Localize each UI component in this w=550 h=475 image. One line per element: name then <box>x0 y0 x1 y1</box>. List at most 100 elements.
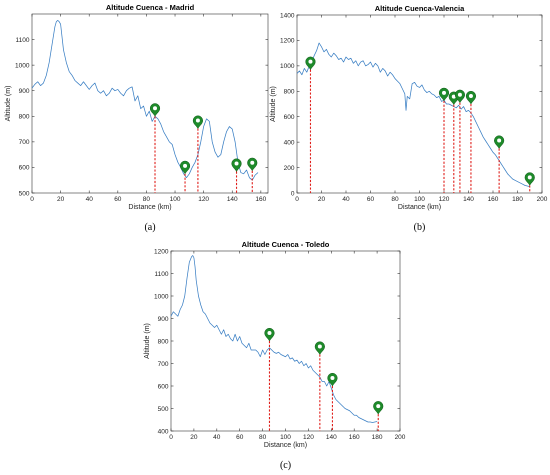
altitude-line <box>296 42 530 188</box>
pin-center-dot <box>330 376 335 380</box>
x-tick-label: 140 <box>463 196 474 203</box>
y-tick-label: 600 <box>19 165 30 172</box>
altitude-line <box>31 20 259 181</box>
x-tick-label: 120 <box>303 434 314 441</box>
pin-center-dot <box>183 163 188 168</box>
x-tick-label: 60 <box>114 196 122 203</box>
pin-center-dot <box>451 94 456 99</box>
station-marker <box>231 158 242 173</box>
y-tick-label: 800 <box>19 114 30 121</box>
y-tick-label: 700 <box>19 139 30 146</box>
x-tick-label: 80 <box>259 434 267 441</box>
pin-center-dot <box>267 331 272 335</box>
y-tick-label: 200 <box>284 165 295 172</box>
chart-title: Altitude Cuenca-Valencia <box>375 4 465 13</box>
pin-center-dot <box>153 106 158 111</box>
y-tick-label: 700 <box>158 361 169 368</box>
plot-frame <box>170 250 401 432</box>
x-tick-label: 20 <box>318 196 326 203</box>
y-tick-label: 1000 <box>15 62 30 69</box>
panel-label: (b) <box>414 222 426 233</box>
x-tick-label: 100 <box>414 196 425 203</box>
x-tick-label: 180 <box>372 434 383 441</box>
x-tick-label: 40 <box>213 434 221 441</box>
x-tick-label: 100 <box>170 196 181 203</box>
chart-panel-2: Altitude Cuenca - Toledo 0 20 40 60 80 100 120 1… <box>144 240 406 471</box>
x-tick-label: 40 <box>342 196 350 203</box>
plot-frame <box>31 13 269 194</box>
pin-center-dot <box>317 344 322 349</box>
x-tick-label: 160 <box>488 196 499 203</box>
pin-center-dot <box>442 90 446 95</box>
y-tick-label: 1000 <box>154 293 169 300</box>
x-tick-label: 0 <box>295 196 299 203</box>
y-tick-label: 1100 <box>155 271 169 278</box>
y-tick-label: 600 <box>284 114 295 121</box>
x-tick-label: 160 <box>255 196 266 203</box>
y-tick-label: 1100 <box>16 37 30 44</box>
x-tick-label: 20 <box>57 196 65 203</box>
y-tick-label: 0 <box>291 190 295 197</box>
pin-center-dot <box>376 404 381 409</box>
station-marker <box>465 91 477 105</box>
y-tick-label: 1200 <box>154 248 169 255</box>
x-tick-label: 120 <box>198 196 209 203</box>
y-tick-label: 800 <box>158 338 169 345</box>
chart-title: Altitude Cuenca - Toledo <box>242 240 330 249</box>
pin-center-dot <box>308 59 313 64</box>
x-tick-label: 180 <box>512 196 523 203</box>
y-tick-label: 1000 <box>280 63 295 70</box>
station-marker <box>373 401 384 415</box>
station-marker <box>305 56 316 71</box>
chart-title: Altitude Cuenca - Madrid <box>106 3 195 12</box>
y-tick-label: 600 <box>158 383 169 390</box>
y-tick-label: 500 <box>19 190 30 197</box>
x-tick-label: 160 <box>349 434 360 441</box>
x-axis-label: Distance (km) <box>264 442 307 449</box>
chart-panel-1: Altitude Cuenca-Valencia 0 20 40 60 80 100 120 1… <box>270 4 548 233</box>
y-tick-label: 800 <box>284 89 295 96</box>
x-axis-label: Distance (km) <box>398 204 441 211</box>
station-marker <box>524 172 535 186</box>
panel-label: (a) <box>144 222 155 233</box>
y-tick-label: 900 <box>19 88 30 95</box>
x-tick-label: 0 <box>30 196 34 203</box>
pin-center-dot <box>195 118 200 123</box>
station-marker <box>149 103 161 117</box>
station-marker <box>454 89 465 104</box>
pin-center-dot <box>527 175 532 180</box>
x-tick-label: 80 <box>143 196 151 203</box>
pin-center-dot <box>250 160 255 165</box>
x-tick-label: 60 <box>236 434 244 441</box>
x-tick-label: 40 <box>86 196 94 203</box>
station-marker <box>494 135 505 150</box>
x-tick-label: 80 <box>391 196 399 203</box>
x-tick-label: 140 <box>227 196 238 203</box>
station-marker <box>179 160 191 175</box>
station-marker <box>438 87 450 102</box>
plot-frame <box>296 14 543 194</box>
y-tick-label: 400 <box>158 428 169 435</box>
x-tick-label: 20 <box>190 434 198 441</box>
x-tick-label: 120 <box>439 196 450 203</box>
y-tick-label: 1400 <box>280 12 295 19</box>
y-tick-label: 500 <box>158 406 169 413</box>
y-axis-label: Altitude (m) <box>5 86 12 122</box>
y-tick-label: 900 <box>158 316 169 323</box>
station-marker <box>327 373 338 387</box>
panel-label: (c) <box>280 460 291 471</box>
y-tick-label: 1200 <box>280 38 295 45</box>
x-tick-label: 200 <box>537 196 548 203</box>
chart-panel-0: Altitude Cuenca - Madrid 0 20 40 60 80 100 120 1… <box>5 3 269 233</box>
x-tick-label: 0 <box>169 434 173 441</box>
y-axis-label: Altitude (m) <box>270 86 277 122</box>
pin-center-dot <box>457 92 462 97</box>
altitude-line <box>170 255 378 423</box>
x-tick-label: 140 <box>326 434 337 441</box>
y-axis-label: Altitude (m) <box>144 323 151 359</box>
station-marker <box>264 328 275 342</box>
x-tick-label: 200 <box>395 434 406 441</box>
x-tick-label: 60 <box>367 196 375 203</box>
station-marker <box>314 341 325 356</box>
